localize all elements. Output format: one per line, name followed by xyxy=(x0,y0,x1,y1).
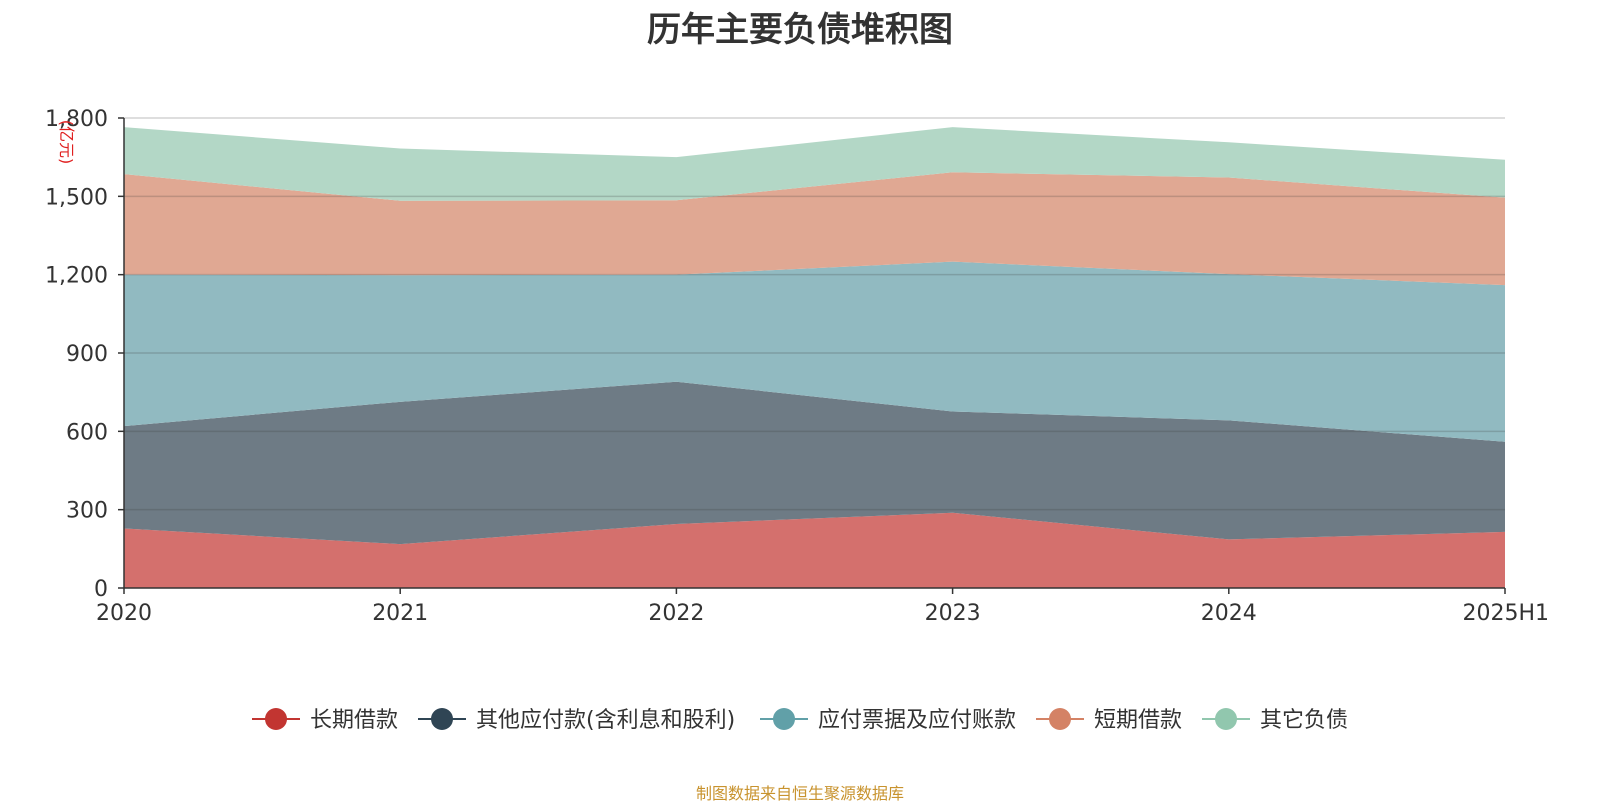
legend-label-4: 其它负债 xyxy=(1260,708,1348,733)
y-tick-label-3: 900 xyxy=(66,342,108,367)
axes: 0 300 600 900 1,200 1,500 1,800 2020 2021 2022 202… xyxy=(45,107,1549,626)
legend-marker-4 xyxy=(1215,708,1237,730)
legend: 长期借款 其他应付款(含利息和股利) 应付票据及应付账款 短期借款 其它负债 xyxy=(252,708,1348,733)
area-series-4 xyxy=(124,127,1505,201)
legend-marker-3 xyxy=(1049,708,1071,730)
area-series-3 xyxy=(124,172,1505,286)
legend-item-3[interactable]: 短期借款 xyxy=(1036,708,1182,733)
area-series-2 xyxy=(124,261,1505,442)
legend-item-2[interactable]: 应付票据及应付账款 xyxy=(760,708,1016,733)
stacked-areas xyxy=(124,127,1505,588)
x-tick-label-4: 2024 xyxy=(1201,601,1257,626)
chart-title: 历年主要负债堆积图 xyxy=(647,10,953,50)
legend-marker-2 xyxy=(773,708,795,730)
area-series-1 xyxy=(124,381,1505,545)
y-unit-label: (亿元) xyxy=(57,120,76,165)
grid-lines xyxy=(124,117,1505,511)
area-series-0 xyxy=(124,512,1505,588)
legend-marker-1 xyxy=(431,708,453,730)
legend-marker-0 xyxy=(265,708,287,730)
y-tick-label-6: 1,800 xyxy=(45,107,108,132)
x-tick-label-3: 2023 xyxy=(925,601,981,626)
x-tick-label-0: 2020 xyxy=(96,601,152,626)
y-tick-label-2: 600 xyxy=(66,420,108,445)
x-tick-label-1: 2021 xyxy=(372,601,428,626)
legend-label-1: 其他应付款(含利息和股利) xyxy=(476,708,735,733)
legend-label-2: 应付票据及应付账款 xyxy=(818,708,1016,733)
legend-label-3: 短期借款 xyxy=(1094,708,1182,733)
legend-item-1[interactable]: 其他应付款(含利息和股利) xyxy=(418,708,735,733)
x-tick-label-2: 2022 xyxy=(648,601,704,626)
legend-item-4[interactable]: 其它负债 xyxy=(1202,708,1348,733)
legend-item-0[interactable]: 长期借款 xyxy=(252,708,398,733)
legend-label-0: 长期借款 xyxy=(310,708,398,733)
y-tick-label-0: 0 xyxy=(94,577,108,602)
y-tick-label-5: 1,500 xyxy=(45,185,108,210)
x-tick-label-5: 2025H1 xyxy=(1462,601,1549,626)
y-tick-label-1: 300 xyxy=(66,499,108,524)
source-note: 制图数据来自恒生聚源数据库 xyxy=(695,784,904,803)
y-tick-label-4: 1,200 xyxy=(45,264,108,289)
